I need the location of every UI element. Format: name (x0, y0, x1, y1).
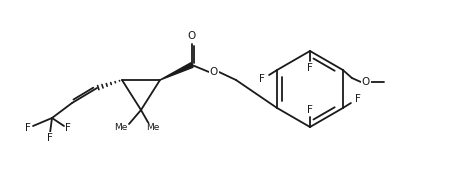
Text: F: F (307, 63, 313, 73)
Text: F: F (307, 105, 313, 115)
Text: O: O (362, 77, 370, 87)
Text: F: F (259, 74, 265, 84)
Text: O: O (188, 31, 196, 41)
Polygon shape (160, 63, 193, 80)
Text: O: O (210, 67, 218, 77)
Text: F: F (65, 123, 71, 133)
Text: Me: Me (146, 124, 160, 132)
Text: F: F (47, 133, 53, 143)
Text: Me: Me (114, 124, 128, 132)
Text: F: F (25, 123, 31, 133)
Text: F: F (355, 94, 361, 104)
